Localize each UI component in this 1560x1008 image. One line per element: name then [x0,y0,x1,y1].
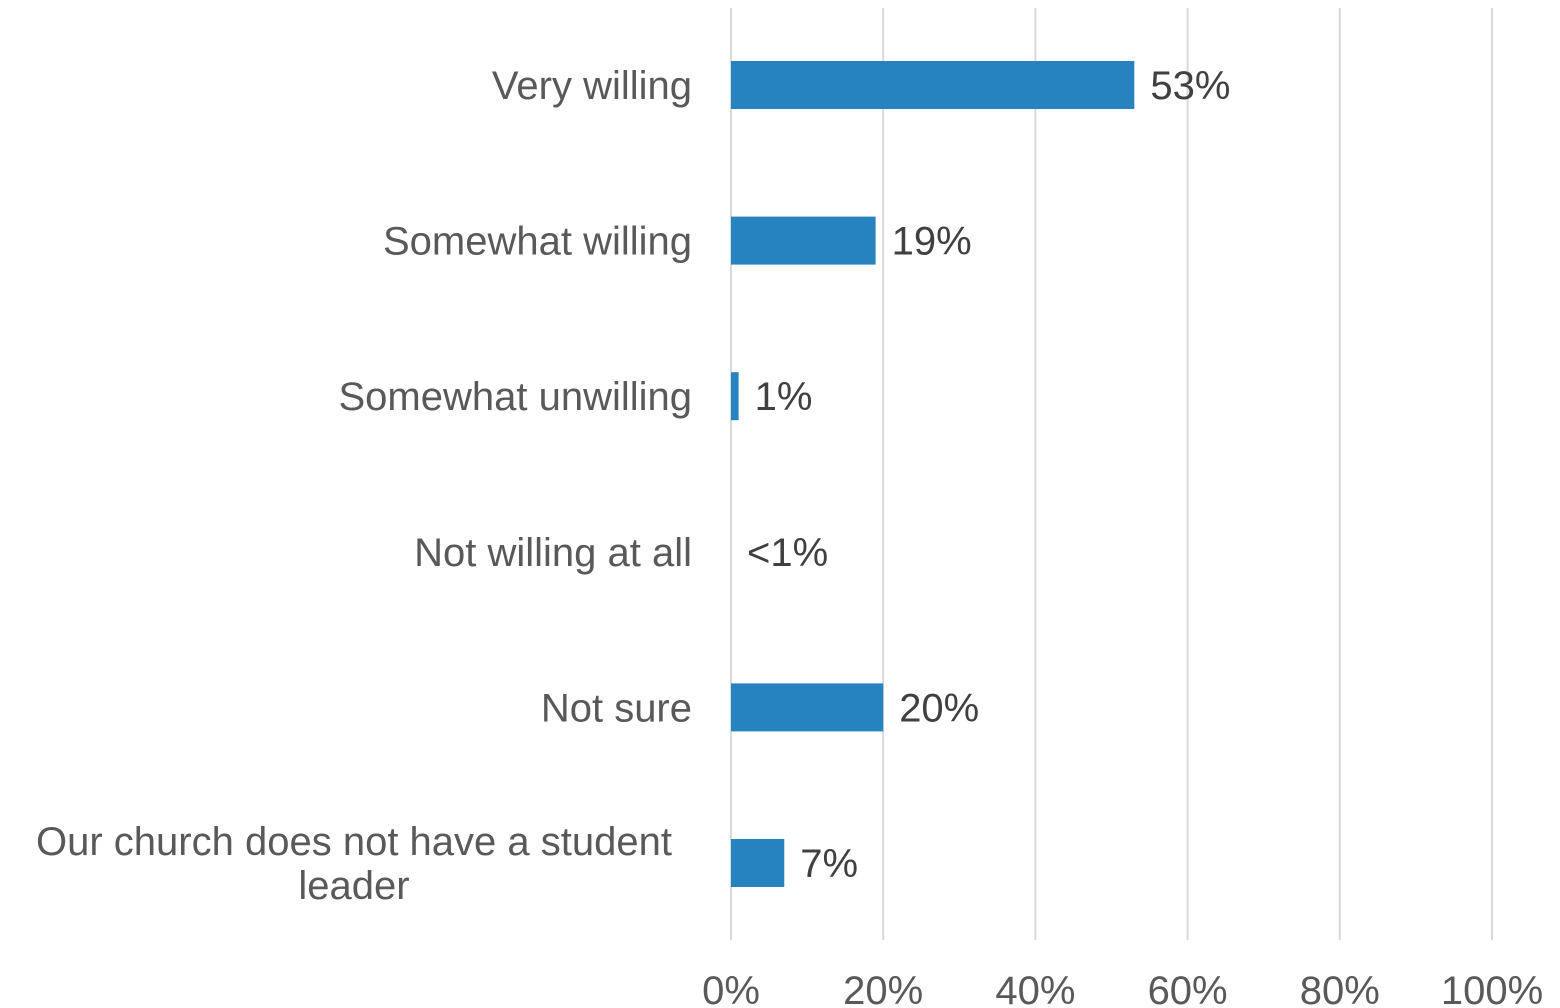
x-tick-label: 60% [1148,969,1228,1008]
data-label: 7% [800,842,858,886]
data-label: 19% [892,220,972,264]
x-tick-label: 20% [843,969,923,1008]
category-labels: Very willing Somewhat willing Somewhat unw… [36,64,692,908]
data-label: 1% [755,375,813,419]
category-label: Not willing at all [414,531,692,575]
bars [731,61,1135,887]
data-label: 20% [899,686,979,730]
category-label: Somewhat willing [383,220,692,264]
data-labels: 53% 19% 1% <1% 20% 7% [747,64,1230,886]
x-tick-label: 100% [1441,969,1543,1008]
category-label: Not sure [541,686,692,730]
bar [731,683,884,732]
category-label: Our church does not have a student leader [36,820,672,908]
x-tick-label: 40% [995,969,1075,1008]
bar [731,61,1135,109]
bar [731,839,785,887]
gridlines [730,8,1493,940]
bar [731,372,739,421]
category-label: Somewhat unwilling [338,375,692,419]
data-label: <1% [747,531,828,575]
category-label-line: Our church does not have a student [36,820,672,864]
category-label-line: leader [298,864,409,908]
data-label: 53% [1150,64,1230,108]
bar [731,216,876,265]
category-label: Very willing [492,64,692,108]
x-tick-label: 80% [1300,969,1380,1008]
x-axis-tick-labels: 0% 20% 40% 60% 80% 100% [702,969,1543,1008]
x-tick-label: 0% [702,969,760,1008]
